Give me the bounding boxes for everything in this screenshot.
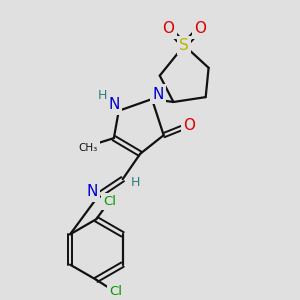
Text: N: N	[108, 98, 119, 112]
Text: H: H	[98, 89, 107, 102]
Text: O: O	[163, 21, 175, 36]
Text: H: H	[131, 176, 140, 189]
Text: S: S	[179, 38, 189, 53]
Text: N: N	[152, 87, 164, 102]
Text: O: O	[183, 118, 195, 133]
Text: O: O	[194, 21, 206, 36]
Text: CH₃: CH₃	[79, 143, 98, 153]
Text: Cl: Cl	[103, 195, 116, 208]
Text: Cl: Cl	[109, 285, 122, 298]
Text: N: N	[87, 184, 98, 200]
